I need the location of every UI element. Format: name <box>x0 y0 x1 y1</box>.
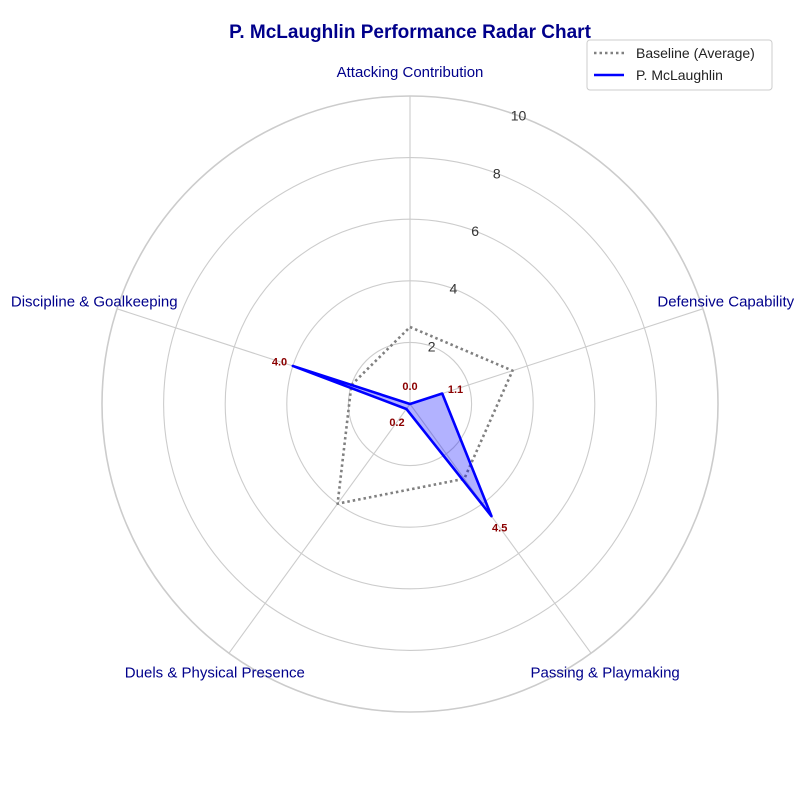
radar-labels: 2 4 6 8 10 Attacking Contribution Defensive Ca… <box>11 64 795 682</box>
chart-legend: Baseline (Average) P. McLaughlin <box>586 39 773 91</box>
data-value-label: 0.0 <box>402 381 417 393</box>
data-value-label: 0.2 <box>389 417 404 429</box>
grid-spoke <box>409 308 704 405</box>
r-tick-label: 8 <box>493 165 501 181</box>
grid-spoke <box>409 403 592 654</box>
legend-frame <box>586 39 773 91</box>
legend-label-baseline: Baseline (Average) <box>636 45 755 61</box>
r-tick-label: 6 <box>471 223 479 239</box>
radar-grid <box>101 95 719 713</box>
chart-title: P. McLaughlin Performance Radar Chart <box>229 22 591 43</box>
category-label: Attacking Contribution <box>337 64 484 81</box>
category-label: Passing & Playmaking <box>531 665 680 682</box>
series-line <box>291 364 493 518</box>
data-value-label: 1.1 <box>448 384 463 396</box>
data-value-label: 4.0 <box>272 357 287 369</box>
legend-label-player: P. McLaughlin <box>636 67 723 83</box>
r-tick-label: 4 <box>450 281 458 297</box>
r-tick-label: 2 <box>428 338 436 354</box>
category-label: Defensive Capability <box>657 293 794 310</box>
series-fill <box>292 365 492 517</box>
data-value-label: 4.5 <box>492 522 507 534</box>
grid-spoke <box>228 403 411 654</box>
r-tick-label: 10 <box>511 108 527 124</box>
category-label: Discipline & Goalkeeping <box>11 293 178 310</box>
category-label: Duels & Physical Presence <box>125 665 305 682</box>
radar-series <box>291 325 514 518</box>
